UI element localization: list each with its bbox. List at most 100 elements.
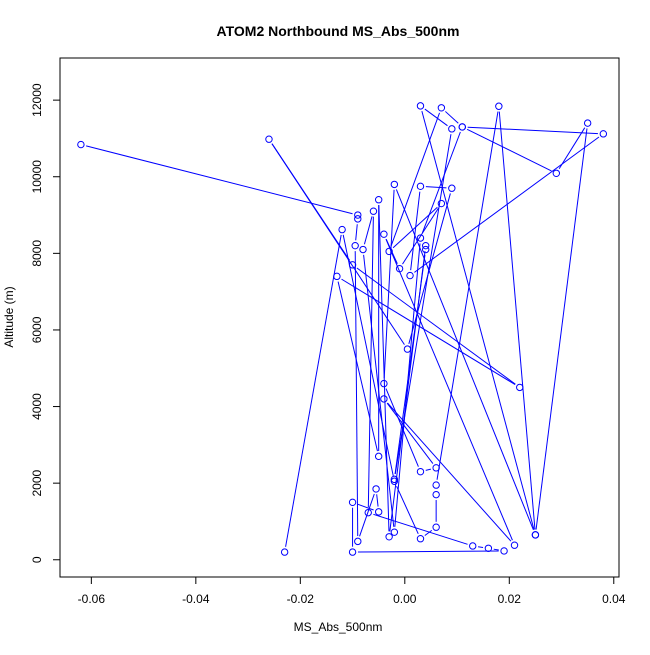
series-0-segment-0 (86, 145, 353, 215)
series-0-segment-24 (356, 267, 516, 385)
series-0-point-39 (432, 464, 440, 472)
series-0-segment-43 (402, 207, 439, 265)
series-0-segment-55 (396, 485, 419, 534)
series-0-point-12 (364, 508, 372, 517)
series-0-point-33 (448, 125, 456, 133)
series-0-point-32 (390, 475, 399, 484)
series-0-point-22 (403, 345, 412, 353)
series-0-point-6 (374, 508, 383, 516)
series-0-segment-36 (383, 189, 395, 379)
series-0-point-46 (437, 104, 446, 112)
series-0-point-43 (395, 264, 404, 273)
series-0-point-5 (372, 485, 380, 493)
x-tick-label: -0.04 (182, 592, 210, 606)
series-0-segment-47 (466, 128, 552, 172)
series-0-segment-56 (342, 234, 394, 477)
x-axis: -0.06 -0.04 -0.02 0.00 0.02 0.04 (78, 576, 626, 606)
series-0-point-47 (458, 123, 466, 131)
x-tick-label: 0.02 (498, 592, 522, 606)
series-0-point-28 (374, 196, 383, 204)
series-0-point-23 (265, 135, 273, 143)
series-0-point-52 (432, 481, 440, 489)
series-0-point-8 (348, 548, 357, 556)
x-tick-label: -0.06 (78, 592, 106, 606)
series-0-segment-9 (493, 548, 499, 551)
series-0-segment-3 (354, 251, 359, 536)
x-axis-label: MS_Abs_500nm (294, 620, 383, 634)
series-0-point-36 (390, 180, 399, 189)
series-0-point-50 (531, 531, 540, 539)
y-tick-label: 6000 (30, 316, 44, 343)
series-0-segment-13 (363, 216, 373, 245)
series-0-point-55 (416, 534, 425, 543)
y-axis: 0 2000 4000 6000 8000 10000 12000 (30, 83, 61, 563)
series-0-point-11 (469, 542, 477, 550)
series-0-segment-5 (376, 494, 379, 507)
series-0-segment-48 (558, 127, 586, 169)
series-0-point-37 (380, 379, 388, 388)
series-0-point-58 (280, 548, 289, 556)
series-0-point-9 (500, 547, 508, 555)
series-0-segment-37 (385, 388, 419, 467)
series-0-segment-23 (271, 143, 350, 261)
series-0-point-38 (416, 467, 425, 476)
series-0-point-42 (380, 230, 388, 238)
series-0-point-21 (448, 184, 456, 192)
series-0-segment-25 (341, 278, 516, 386)
series-0-segment-51 (436, 111, 499, 480)
series-0-segment-57 (285, 234, 342, 547)
series-0-point-30 (422, 241, 430, 250)
y-axis-label: Altitude (m) (2, 286, 16, 347)
series-0-point-24 (348, 261, 357, 269)
series-0-point-51 (495, 102, 503, 110)
series-0-segment-41 (385, 238, 513, 541)
series-0-point-0 (77, 140, 85, 149)
series-0-point-54 (432, 523, 440, 531)
series-0-segment-12 (367, 216, 374, 508)
series-0-point-56 (390, 477, 399, 485)
series-0-segment-45 (390, 112, 440, 247)
series-0-point-44 (437, 199, 446, 208)
series-0-segment-6 (357, 503, 374, 511)
x-tick-label: 0.00 (393, 592, 417, 606)
series-0-point-25 (516, 383, 524, 392)
series-0-point-40 (380, 395, 388, 403)
series-0-segment-49 (535, 128, 588, 530)
series-0-segment-46 (445, 111, 459, 124)
series-layer (77, 102, 608, 556)
series-0-point-4 (354, 537, 362, 546)
series-0-segment-10 (477, 546, 484, 548)
y-tick-label: 2000 (30, 469, 44, 496)
series-0-segment-54 (424, 529, 433, 536)
series-0-segment-35 (395, 189, 534, 531)
series-0-segment-31 (394, 254, 426, 475)
series-0-segment-17 (467, 126, 598, 135)
series-0-point-49 (583, 119, 592, 127)
y-tick-label: 10000 (30, 160, 44, 194)
series-0-segment-2 (355, 224, 358, 241)
series-0-point-3 (351, 241, 359, 250)
series-0-point-1 (354, 211, 362, 219)
series-0-segment-18 (414, 136, 600, 273)
series-0-point-53 (432, 490, 440, 499)
series-0-segment-34 (421, 110, 535, 530)
y-tick-label: 8000 (30, 240, 44, 267)
series-0-point-41 (510, 541, 519, 549)
series-0-point-26 (333, 272, 341, 281)
series-0-point-45 (385, 247, 393, 256)
series-0-segment-42 (385, 238, 398, 264)
series-0-segment-40 (387, 402, 512, 542)
series-0-segment-38 (425, 468, 432, 471)
series-0-point-20 (416, 182, 425, 191)
series-0-point-34 (416, 102, 425, 110)
series-0-point-13 (369, 207, 378, 215)
series-0-point-7 (348, 498, 357, 507)
series-0-segment-28 (378, 205, 390, 532)
series-0-point-27 (374, 452, 383, 461)
series-0-segment-39 (386, 402, 434, 464)
series-0-point-48 (552, 169, 561, 177)
series-0-point-18 (599, 130, 608, 138)
y-tick-label: 0 (30, 556, 44, 563)
